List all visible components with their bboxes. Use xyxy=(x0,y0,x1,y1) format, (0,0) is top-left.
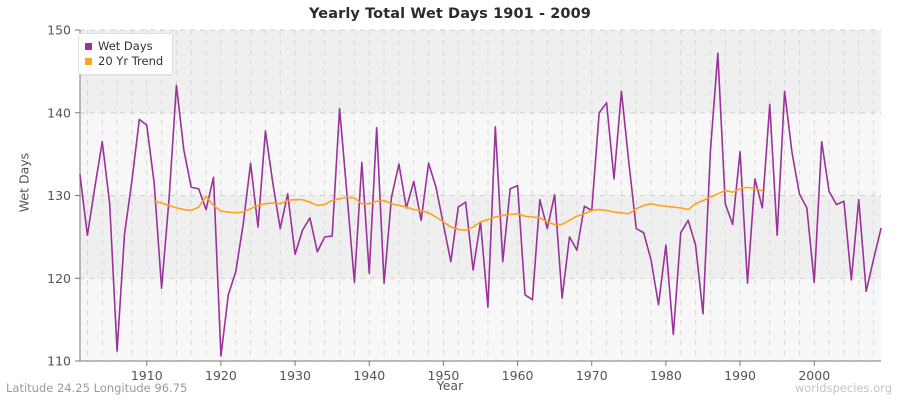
svg-text:1950: 1950 xyxy=(428,368,460,383)
axis-ticks xyxy=(75,29,815,366)
svg-text:110: 110 xyxy=(47,354,71,369)
svg-text:120: 120 xyxy=(47,271,71,286)
legend-swatch-trend xyxy=(85,57,92,65)
legend-label-trend: 20 Yr Trend xyxy=(98,54,164,68)
x-axis-title: Year xyxy=(436,378,464,393)
legend-item-trend[interactable]: 20 Yr Trend xyxy=(85,54,163,68)
svg-text:2000: 2000 xyxy=(798,368,830,383)
y-axis-title: Wet Days xyxy=(16,152,32,213)
data-series-lines xyxy=(79,52,882,357)
svg-text:1970: 1970 xyxy=(576,368,608,383)
axis-tick-labels: 110 120 130 140 150 1910 1920 1930 1940 1950 1960 1… xyxy=(47,23,830,384)
svg-text:1980: 1980 xyxy=(650,368,682,383)
svg-text:1960: 1960 xyxy=(502,368,534,383)
legend-item-wet-days[interactable]: Wet Days xyxy=(85,39,163,53)
site-watermark: worldspecies.org xyxy=(794,381,892,395)
svg-text:1990: 1990 xyxy=(724,368,756,383)
chart-legend[interactable]: Wet Days 20 Yr Trend xyxy=(78,33,174,75)
svg-text:150: 150 xyxy=(47,23,71,38)
svg-text:1940: 1940 xyxy=(353,368,385,383)
legend-label-wet-days: Wet Days xyxy=(98,39,153,53)
svg-text:1930: 1930 xyxy=(279,368,311,383)
svg-text:1920: 1920 xyxy=(205,368,237,383)
legend-swatch-wet-days xyxy=(85,42,92,50)
svg-text:140: 140 xyxy=(47,105,71,120)
svg-text:1910: 1910 xyxy=(131,368,163,383)
coordinates-caption: Latitude 24.25 Longitude 96.75 xyxy=(6,381,188,395)
page-title: Yearly Total Wet Days 1901 - 2009 xyxy=(309,6,591,22)
y-band-stripes xyxy=(80,30,881,361)
svg-text:130: 130 xyxy=(47,188,71,203)
